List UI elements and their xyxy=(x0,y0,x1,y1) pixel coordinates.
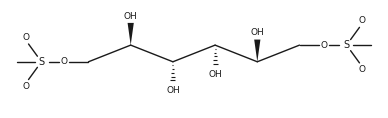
Text: O: O xyxy=(358,16,365,25)
Text: O: O xyxy=(61,57,68,66)
Text: OH: OH xyxy=(208,70,222,79)
Text: OH: OH xyxy=(250,28,264,37)
Text: O: O xyxy=(23,33,30,42)
Text: OH: OH xyxy=(124,12,138,21)
Polygon shape xyxy=(254,40,260,62)
Text: O: O xyxy=(23,82,30,91)
Text: O: O xyxy=(320,41,327,50)
Text: O: O xyxy=(358,65,365,74)
Text: S: S xyxy=(343,40,349,50)
Text: S: S xyxy=(39,57,45,67)
Polygon shape xyxy=(128,23,134,45)
Text: OH: OH xyxy=(166,86,180,95)
